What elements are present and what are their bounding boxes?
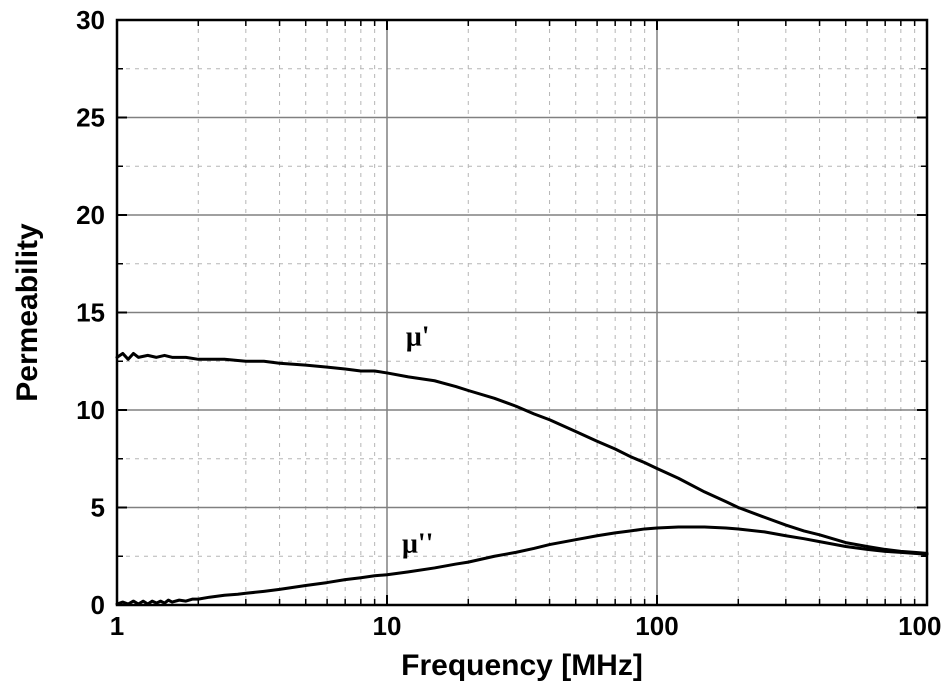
y-tick-label: 5 [91, 493, 105, 523]
x-tick-label: 1 [110, 611, 124, 641]
y-axis-label: Permeability [11, 223, 44, 402]
y-tick-label: 15 [76, 298, 105, 328]
x-tick-label: 10 [373, 611, 402, 641]
series-label-mu_prime: μ' [406, 322, 430, 353]
x-axis-label: Frequency [MHz] [401, 649, 643, 682]
y-tick-label: 25 [76, 103, 105, 133]
y-tick-label: 10 [76, 395, 105, 425]
y-tick-label: 30 [76, 5, 105, 35]
permeability-chart: μ' μ'' 1 10 100 1000 0 5 10 15 20 25 30 Frequency [MH… [0, 0, 942, 693]
chart-svg: μ' μ'' 1 10 100 1000 0 5 10 15 20 25 30 Frequency [MH… [0, 0, 942, 693]
y-tick-label: 20 [76, 200, 105, 230]
x-tick-label: 1000 [898, 611, 942, 641]
series-label-mu_double_prime: μ'' [402, 528, 433, 559]
x-tick-label: 100 [635, 611, 678, 641]
y-tick-label: 0 [91, 590, 105, 620]
